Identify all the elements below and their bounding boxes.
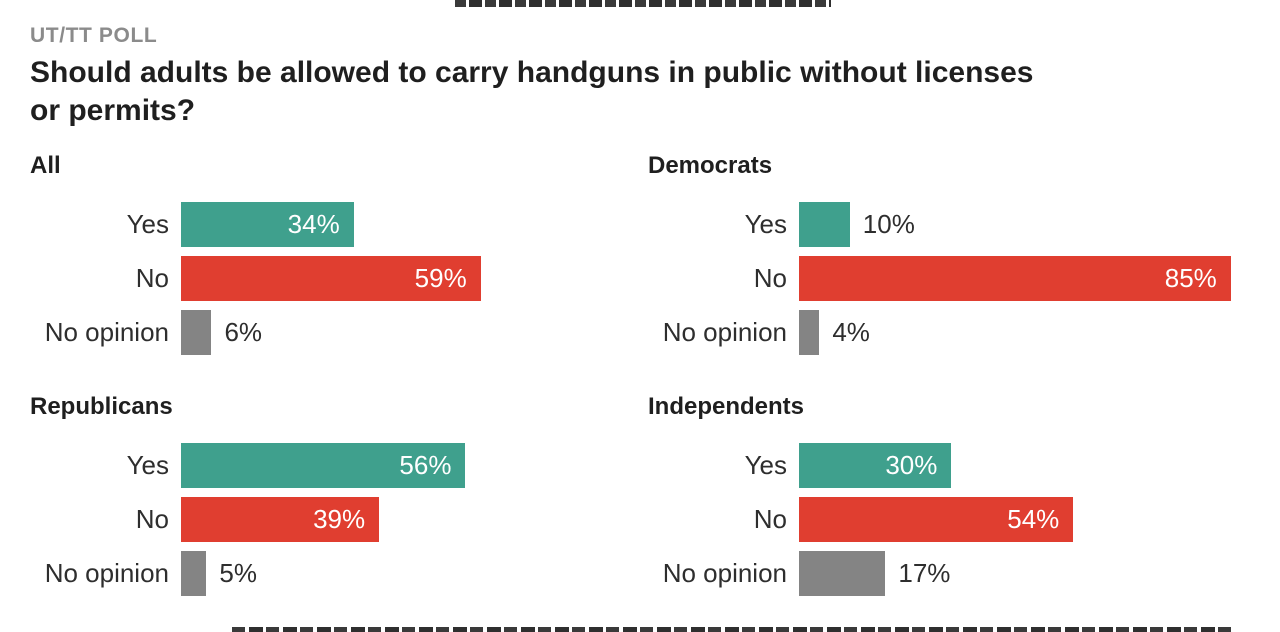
poll-panel: Independents Yes 30% No 54% No opinion 1… xyxy=(648,393,1280,596)
bar-row: No 39% xyxy=(30,497,648,542)
bar-row: No 59% xyxy=(30,256,648,301)
bar-row: Yes 10% xyxy=(648,202,1280,247)
panel-group-header: All xyxy=(30,152,61,179)
poll-panel: Republicans Yes 56% No 39% No opinion 5% xyxy=(30,393,648,596)
bar: 54% xyxy=(799,497,1074,542)
bar: 56% xyxy=(181,443,466,488)
response-label: No xyxy=(753,263,787,293)
response-label: No opinion xyxy=(44,558,169,588)
value-label-outside: 6% xyxy=(224,317,263,347)
value-label-outside: 4% xyxy=(832,317,870,347)
bar xyxy=(181,310,212,355)
response-label: No xyxy=(135,504,169,534)
panel-group-header: Democrats xyxy=(648,152,773,179)
panel-rows: Yes 10% No 85% No opinion 4% xyxy=(648,202,1280,355)
panel-group-header: Independents xyxy=(648,393,805,420)
panel-rows: Yes 30% No 54% No opinion 17% xyxy=(648,443,1280,596)
poll-panel: Democrats Yes 10% No 85% No opinion 4% xyxy=(648,152,1280,355)
response-label: Yes xyxy=(744,209,787,239)
cropped-text-fragment-bottom xyxy=(232,627,1235,632)
bar-row: Yes 30% xyxy=(648,443,1280,488)
response-label: Yes xyxy=(126,450,169,480)
bar: 39% xyxy=(181,497,380,542)
poll-kicker: UT/TT POLL xyxy=(30,24,158,47)
bar: 85% xyxy=(799,256,1231,301)
bar: 59% xyxy=(181,256,481,301)
response-label: No opinion xyxy=(662,558,787,588)
poll-chart-container: UT/TT POLL Should adults be allowed to c… xyxy=(30,24,1280,596)
bar xyxy=(799,551,886,596)
bar-row: No opinion 4% xyxy=(648,310,1280,355)
bar-row: No opinion 17% xyxy=(648,551,1280,596)
response-label: No opinion xyxy=(44,317,169,347)
bar-row: Yes 56% xyxy=(30,443,648,488)
bar-row: No opinion 6% xyxy=(30,310,648,355)
charts-grid: All Yes 34% No 59% No opinion 6% Democra… xyxy=(30,152,1280,596)
panel-rows: Yes 34% No 59% No opinion 6% xyxy=(30,202,648,355)
poll-panel: All Yes 34% No 59% No opinion 6% xyxy=(30,152,648,355)
bar: 30% xyxy=(799,443,952,488)
value-label-inside: 56% xyxy=(399,450,452,480)
response-label: Yes xyxy=(744,450,787,480)
value-label-inside: 59% xyxy=(414,263,467,293)
bar-row: Yes 34% xyxy=(30,202,648,247)
panel-rows: Yes 56% No 39% No opinion 5% xyxy=(30,443,648,596)
title-line-2: or permits? xyxy=(30,94,196,127)
response-label: No xyxy=(753,504,787,534)
poll-question-title: Should adults be allowed to carry handgu… xyxy=(30,54,1280,130)
panel-group-header: Republicans xyxy=(30,393,173,420)
bar: 34% xyxy=(181,202,354,247)
bar-row: No opinion 5% xyxy=(30,551,648,596)
bar xyxy=(799,202,850,247)
value-label-inside: 39% xyxy=(313,504,366,534)
bar xyxy=(799,310,820,355)
response-label: Yes xyxy=(126,209,169,239)
value-label-outside: 17% xyxy=(898,558,951,588)
bar xyxy=(181,551,207,596)
value-label-inside: 85% xyxy=(1164,263,1217,293)
bar-row: No 54% xyxy=(648,497,1280,542)
bar-row: No 85% xyxy=(648,256,1280,301)
title-line-1: Should adults be allowed to carry handgu… xyxy=(30,56,1034,89)
response-label: No opinion xyxy=(662,317,787,347)
value-label-inside: 54% xyxy=(1007,504,1060,534)
value-label-outside: 10% xyxy=(862,209,915,239)
value-label-outside: 5% xyxy=(219,558,257,588)
response-label: No xyxy=(135,263,169,293)
value-label-inside: 34% xyxy=(287,209,340,239)
value-label-inside: 30% xyxy=(885,450,938,480)
